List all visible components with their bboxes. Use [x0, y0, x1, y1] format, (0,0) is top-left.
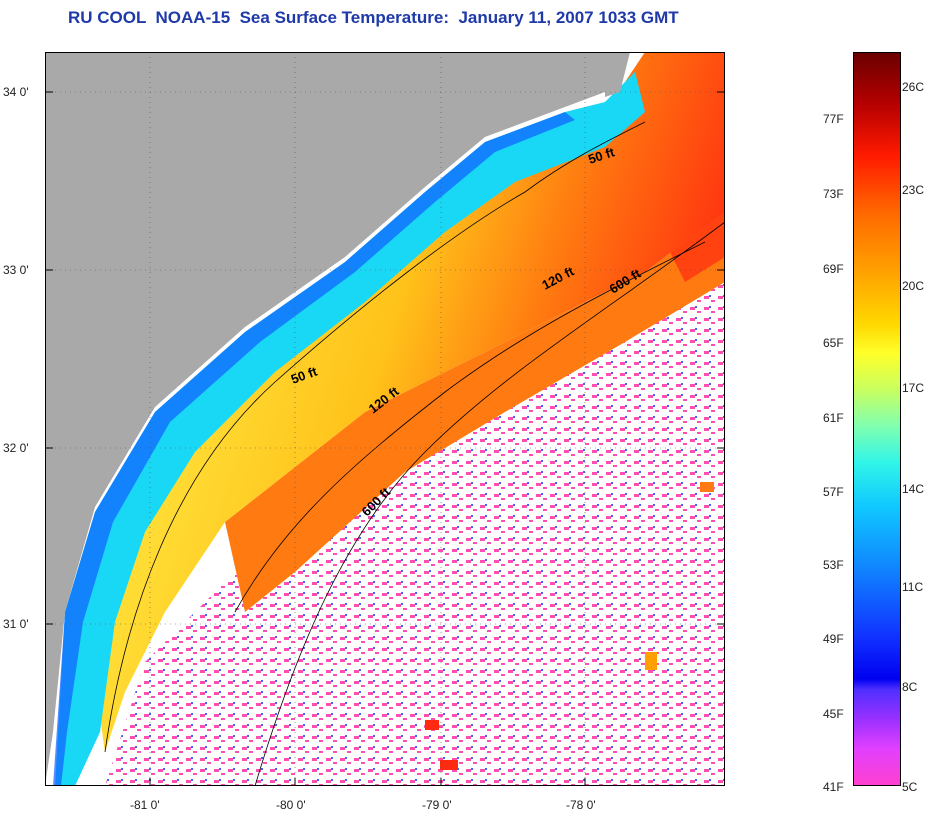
warm-patch [700, 482, 714, 492]
colorbar-c-label: 20C [902, 279, 925, 293]
lat-label: 32 0' [3, 441, 29, 455]
lat-label: 33 0' [3, 263, 29, 277]
colorbar-f-label: 53F [823, 558, 844, 572]
map-title: RU COOL NOAA-15 Sea Surface Temperature:… [68, 8, 679, 27]
colorbar-f-label: 49F [823, 632, 844, 646]
colorbar-c-label: 11C [902, 580, 924, 594]
frame-ticks [45, 91, 725, 786]
temperature-colorbar [853, 52, 901, 786]
lon-label: -79 0' [422, 798, 452, 812]
warm-patch [425, 720, 439, 730]
colorbar-f-label: 69F [823, 262, 844, 276]
colorbar-f-label: 41F [823, 780, 844, 794]
sst-map: 50 ft 120 ft 600 ft 50 ft 120 ft 600 ft [45, 52, 725, 786]
graticule [45, 52, 725, 786]
colorbar-f-label: 77F [823, 112, 844, 126]
nearshore-cold-band [55, 72, 645, 786]
colorbar-f-label: 73F [823, 187, 844, 201]
lat-label: 31 0' [3, 617, 29, 631]
lon-label: -81 0' [130, 798, 160, 812]
cloud-noise-region [105, 272, 725, 786]
colorbar-c-label: 8C [902, 680, 918, 694]
land-north [605, 52, 630, 97]
colorbar-c-label: 26C [902, 80, 925, 94]
colorbar-f-label: 65F [823, 336, 844, 350]
colorbar-f-label: 45F [823, 707, 844, 721]
warm-patch [440, 760, 458, 770]
warm-patch [645, 652, 657, 670]
colorbar-f-label: 61F [823, 411, 844, 425]
land [45, 52, 605, 786]
lon-label: -78 0' [566, 798, 596, 812]
colorbar-f-label: 57F [823, 485, 844, 499]
colorbar-c-label: 23C [902, 183, 925, 197]
isobath-50ft [104, 121, 646, 753]
colorbar-c-label: 5C [902, 780, 918, 794]
lat-label: 34 0' [3, 85, 29, 99]
shelf-water [85, 52, 725, 752]
map-frame [45, 52, 725, 786]
colorbar-c-label: 17C [902, 381, 925, 395]
colorbar-c-label: 14C [902, 482, 925, 496]
isobath-600ft [254, 221, 725, 786]
isobath-120ft [234, 241, 706, 613]
lon-label: -80 0' [276, 798, 306, 812]
